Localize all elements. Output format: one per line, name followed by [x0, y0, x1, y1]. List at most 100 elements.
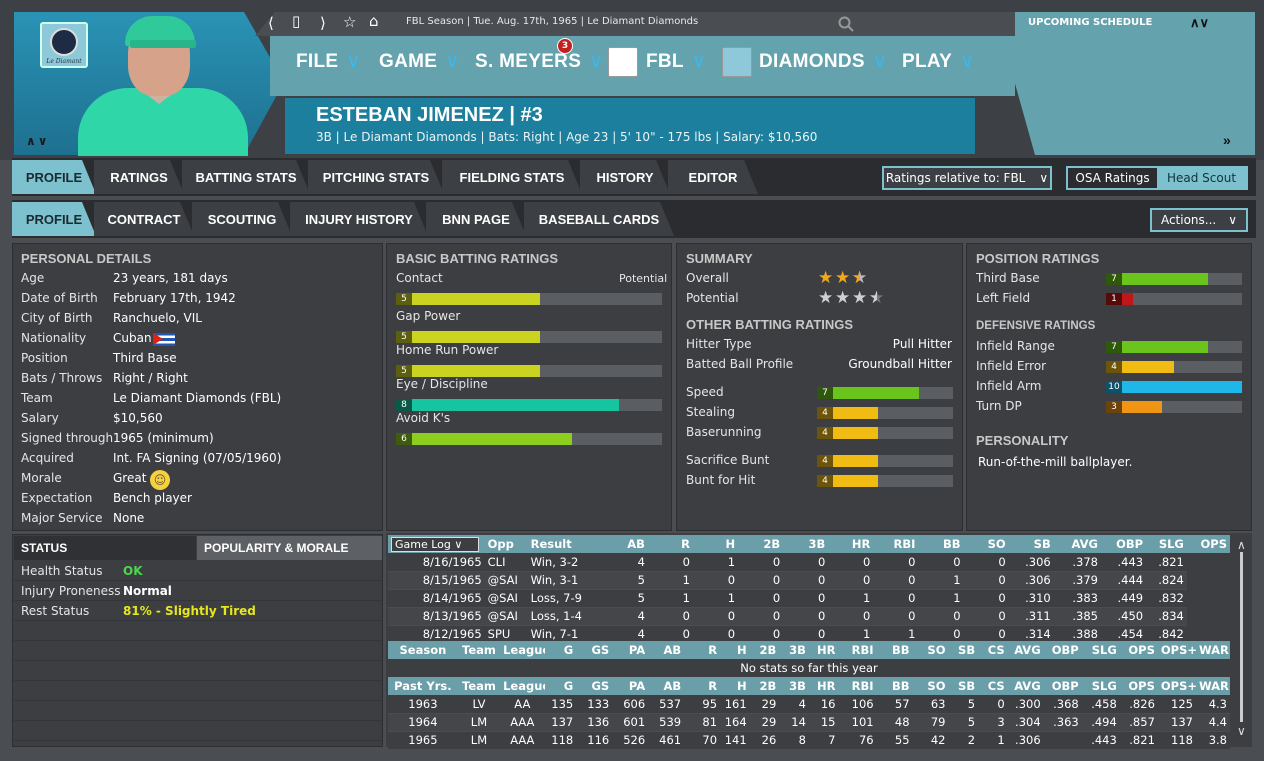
- past-header[interactable]: SO: [912, 677, 949, 695]
- tab-batting-stats[interactable]: BATTING STATS: [182, 160, 310, 194]
- subtab-baseball-cards[interactable]: BASEBALL CARDS: [524, 202, 674, 236]
- tab-editor[interactable]: EDITOR: [668, 160, 758, 194]
- schedule-scroll-arrows[interactable]: ∧∨: [1190, 15, 1210, 30]
- actions-dropdown[interactable]: Actions... ∨: [1150, 208, 1248, 232]
- season-header[interactable]: HR: [808, 641, 839, 659]
- subtab-bnn-page[interactable]: BNN PAGE: [426, 202, 526, 236]
- past-header[interactable]: H: [720, 677, 750, 695]
- menu-team[interactable]: DIAMONDS ∨: [759, 51, 888, 72]
- tab-history[interactable]: HISTORY: [580, 160, 670, 194]
- search-icon[interactable]: [838, 16, 854, 32]
- tab-pitching-stats[interactable]: PITCHING STATS: [308, 160, 444, 194]
- past-header[interactable]: CS: [978, 677, 1008, 695]
- game-log-header[interactable]: R: [647, 535, 693, 553]
- season-header[interactable]: AB: [648, 641, 685, 659]
- past-header[interactable]: Past Yrs.: [388, 677, 458, 695]
- head-scout-option[interactable]: Head Scout: [1157, 168, 1246, 188]
- status-tab[interactable]: STATUS: [14, 536, 196, 560]
- game-log-header[interactable]: HR: [828, 535, 874, 553]
- season-header[interactable]: BB: [876, 641, 913, 659]
- subtab-profile[interactable]: PROFILE: [12, 202, 96, 236]
- season-header[interactable]: League: [500, 641, 545, 659]
- game-log-header[interactable]: SB: [1008, 535, 1054, 553]
- scrollbar[interactable]: [1240, 552, 1243, 722]
- season-header[interactable]: OPS: [1119, 641, 1158, 659]
- season-header[interactable]: PA: [612, 641, 649, 659]
- game-log-header[interactable]: 3B: [783, 535, 829, 553]
- season-header[interactable]: H: [720, 641, 750, 659]
- past-year-row[interactable]: 1964 LM AAA 137 136 601 539 81 164 29 14 15 101 48 79 5…: [388, 713, 1230, 732]
- game-log-header[interactable]: 2B: [738, 535, 784, 553]
- game-log-header[interactable]: AB: [592, 535, 648, 553]
- game-log-header[interactable]: OBP: [1100, 535, 1147, 553]
- home-icon[interactable]: ⌂: [369, 12, 379, 30]
- game-log-selector[interactable]: Game Log ∨: [388, 535, 485, 553]
- team-logo[interactable]: Le Diamant: [40, 22, 88, 68]
- back-icon[interactable]: ⟨: [268, 14, 274, 32]
- past-header[interactable]: HR: [808, 677, 839, 695]
- menu-play[interactable]: PLAY ∨: [902, 51, 975, 72]
- season-header[interactable]: G: [544, 641, 577, 659]
- subtab-injury-history[interactable]: INJURY HISTORY: [290, 202, 428, 236]
- season-header[interactable]: OBP: [1043, 641, 1082, 659]
- season-header[interactable]: CS: [978, 641, 1008, 659]
- game-log-header[interactable]: SLG: [1146, 535, 1187, 553]
- subtab-scouting[interactable]: SCOUTING: [192, 202, 292, 236]
- season-header[interactable]: 2B: [749, 641, 780, 659]
- season-header[interactable]: AVG: [1007, 641, 1044, 659]
- past-header[interactable]: 2B: [749, 677, 780, 695]
- past-header[interactable]: OPS: [1119, 677, 1158, 695]
- past-header[interactable]: R: [684, 677, 721, 695]
- forward-icon[interactable]: ⟩: [320, 14, 326, 32]
- tab-ratings[interactable]: RATINGS: [94, 160, 184, 194]
- star-icon[interactable]: ☆: [343, 13, 357, 31]
- game-log-header[interactable]: Result: [527, 535, 593, 553]
- past-header[interactable]: OBP: [1043, 677, 1082, 695]
- past-header[interactable]: SLG: [1081, 677, 1120, 695]
- menu-manager[interactable]: S. MEYERS ∨: [475, 51, 604, 72]
- menu-game[interactable]: GAME ∨: [379, 51, 460, 72]
- game-log-header[interactable]: BB: [918, 535, 964, 553]
- prev-next-player-arrows[interactable]: ∧∨: [26, 134, 50, 148]
- season-header[interactable]: 3B: [779, 641, 809, 659]
- popularity-morale-tab[interactable]: POPULARITY & MORALE: [197, 536, 382, 560]
- past-header[interactable]: Team: [457, 677, 501, 695]
- season-header[interactable]: GS: [576, 641, 613, 659]
- scroll-down-icon[interactable]: ∨: [1237, 724, 1246, 738]
- tab-fielding-stats[interactable]: FIELDING STATS: [442, 160, 582, 194]
- subtab-contract[interactable]: CONTRACT: [94, 202, 194, 236]
- schedule-next-icon[interactable]: »: [1223, 132, 1231, 148]
- season-header[interactable]: SO: [912, 641, 949, 659]
- season-header[interactable]: WAR: [1195, 641, 1230, 659]
- scroll-up-icon[interactable]: ∧: [1237, 538, 1246, 552]
- menu-file[interactable]: FILE ∨: [296, 51, 361, 72]
- ratings-relative-dropdown[interactable]: Ratings relative to: FBL ∨: [882, 166, 1052, 190]
- past-header[interactable]: OPS+: [1157, 677, 1196, 695]
- game-log-header[interactable]: OPS: [1186, 535, 1230, 553]
- season-header[interactable]: R: [684, 641, 721, 659]
- past-header[interactable]: WAR: [1195, 677, 1230, 695]
- past-header[interactable]: SB: [948, 677, 979, 695]
- past-header[interactable]: GS: [576, 677, 613, 695]
- season-header[interactable]: OPS+: [1157, 641, 1196, 659]
- game-log-row[interactable]: 8/15/1965 @SAI Win, 3-1 5 1 0 0 0 0 0 1 0.306.379.4…: [388, 571, 1230, 590]
- past-header[interactable]: League: [500, 677, 545, 695]
- past-header[interactable]: PA: [612, 677, 649, 695]
- past-year-row[interactable]: 1965 LM AAA 118 116 526 461 70 141 26 8 7 76 55 42 2 1.3…: [388, 731, 1230, 750]
- game-log-header[interactable]: H: [692, 535, 739, 553]
- past-header[interactable]: G: [544, 677, 577, 695]
- game-log-header[interactable]: AVG: [1053, 535, 1101, 553]
- game-log-header[interactable]: SO: [963, 535, 1009, 553]
- season-header[interactable]: SLG: [1081, 641, 1120, 659]
- osa-ratings-option[interactable]: OSA Ratings: [1075, 171, 1150, 185]
- game-log-header[interactable]: RBI: [873, 535, 919, 553]
- season-header[interactable]: Team: [457, 641, 501, 659]
- ratings-source-toggle[interactable]: OSA Ratings Head Scout: [1066, 166, 1248, 190]
- past-header[interactable]: 3B: [779, 677, 809, 695]
- game-log-row[interactable]: 8/14/1965 @SAI Loss, 7-9 5 1 1 0 0 1 0 1 0.310.383.…: [388, 589, 1230, 608]
- season-header[interactable]: SB: [948, 641, 979, 659]
- game-log-header[interactable]: Opp: [484, 535, 528, 553]
- tab-profile[interactable]: PROFILE: [12, 160, 96, 194]
- past-header[interactable]: AVG: [1007, 677, 1044, 695]
- past-header[interactable]: AB: [648, 677, 685, 695]
